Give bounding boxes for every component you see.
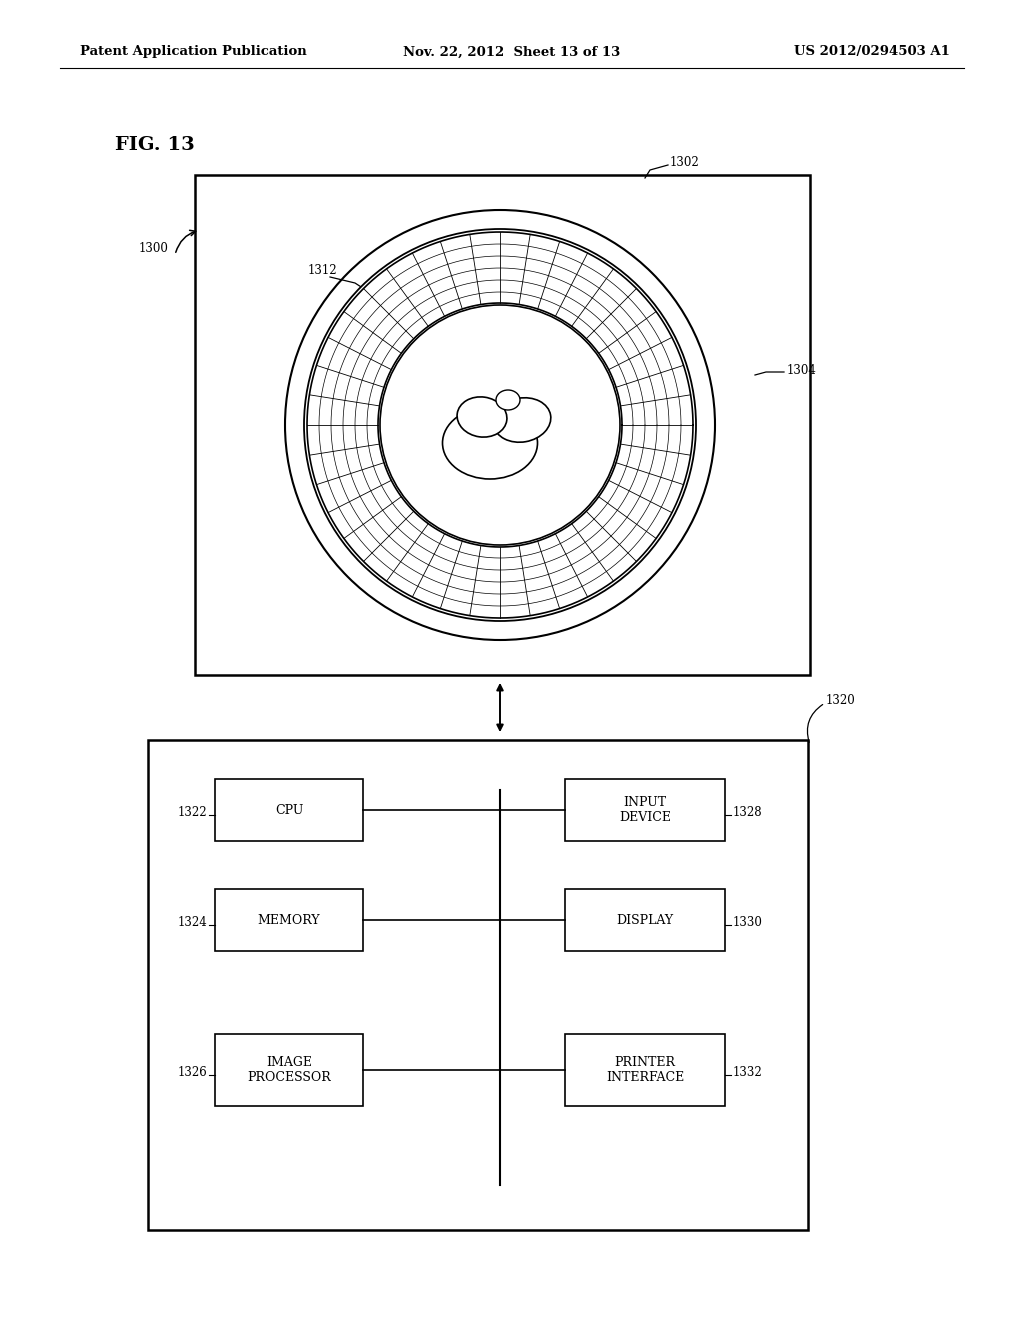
Text: Nov. 22, 2012  Sheet 13 of 13: Nov. 22, 2012 Sheet 13 of 13: [403, 45, 621, 58]
Text: 1326: 1326: [177, 1067, 207, 1080]
Text: FIG. 13: FIG. 13: [115, 136, 195, 154]
Bar: [215, 888, 362, 950]
Bar: [565, 1034, 725, 1106]
Ellipse shape: [494, 397, 551, 442]
Circle shape: [304, 228, 696, 620]
Text: 1304: 1304: [787, 363, 817, 376]
Bar: [195, 176, 810, 675]
Text: 1300: 1300: [138, 242, 168, 255]
Text: PRINTER
INTERFACE: PRINTER INTERFACE: [606, 1056, 684, 1084]
Text: Patent Application Publication: Patent Application Publication: [80, 45, 307, 58]
Text: 1306: 1306: [480, 496, 510, 510]
Bar: [215, 779, 362, 841]
Circle shape: [380, 305, 620, 545]
Text: 1332: 1332: [733, 1067, 763, 1080]
Bar: [215, 1034, 362, 1106]
Text: MEMORY: MEMORY: [258, 913, 321, 927]
Ellipse shape: [457, 397, 507, 437]
Text: 1310: 1310: [515, 367, 545, 380]
Bar: [148, 741, 808, 1230]
Text: INPUT
DEVICE: INPUT DEVICE: [618, 796, 671, 824]
Text: DISPLAY: DISPLAY: [616, 913, 674, 927]
Bar: [565, 779, 725, 841]
Text: 1324: 1324: [177, 916, 207, 929]
Text: 1302: 1302: [670, 157, 699, 169]
Ellipse shape: [496, 389, 520, 411]
Text: 1330: 1330: [733, 916, 763, 929]
Text: 1320: 1320: [826, 693, 856, 706]
Text: 1328: 1328: [733, 807, 763, 820]
Text: 1322: 1322: [177, 807, 207, 820]
Text: IMAGE
PROCESSOR: IMAGE PROCESSOR: [247, 1056, 331, 1084]
Text: 1312: 1312: [308, 264, 338, 276]
Text: CPU: CPU: [274, 804, 303, 817]
Text: 1308: 1308: [560, 411, 590, 424]
Bar: [565, 888, 725, 950]
Text: US 2012/0294503 A1: US 2012/0294503 A1: [795, 45, 950, 58]
Circle shape: [285, 210, 715, 640]
Ellipse shape: [442, 407, 538, 479]
